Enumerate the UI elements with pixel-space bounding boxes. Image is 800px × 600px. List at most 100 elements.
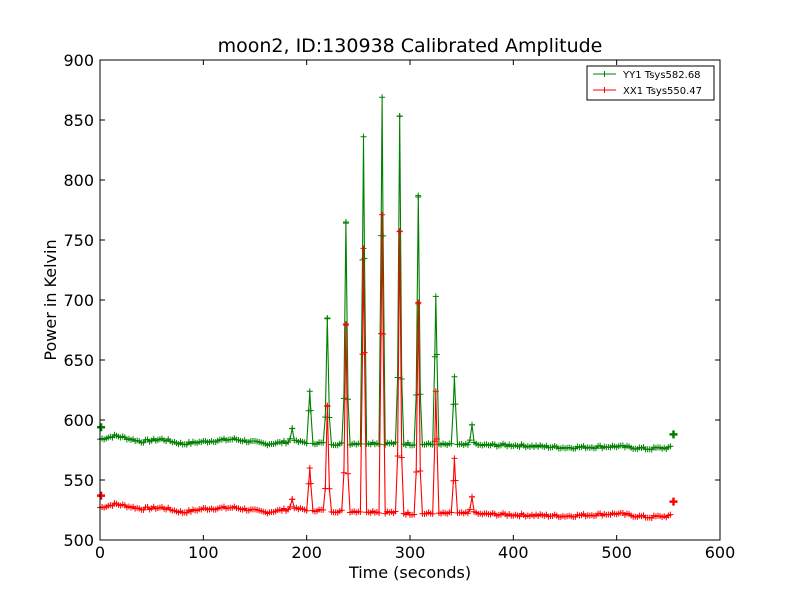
x-tick-label: 400	[498, 543, 529, 562]
series-layer	[97, 94, 678, 522]
data-point-marker	[448, 440, 455, 447]
data-point-marker	[303, 440, 310, 447]
data-point-marker	[398, 454, 405, 461]
data-point-marker	[357, 509, 364, 516]
data-point-marker	[376, 509, 382, 516]
data-point-marker	[324, 315, 331, 321]
plot-background	[100, 60, 720, 540]
data-point-marker	[287, 503, 294, 510]
ticks-layer: 0 100 200 300 400 500 600 500 550 600 650 700 750 800…	[63, 51, 735, 562]
data-point-marker	[413, 392, 420, 399]
data-point-marker	[415, 299, 422, 306]
data-point-marker	[448, 509, 455, 516]
data-point-marker	[320, 439, 327, 446]
series-1	[97, 211, 678, 522]
y-tick-label: 850	[63, 111, 94, 130]
data-point-marker	[303, 507, 310, 514]
y-tick-label: 600	[63, 411, 94, 430]
data-point-marker	[326, 485, 333, 492]
data-point-marker	[306, 465, 313, 471]
data-point-marker	[464, 510, 471, 517]
plot-area: 0 100 200 300 400 500 600 500 550 600 650 700 750 800…	[63, 51, 735, 562]
data-point-marker	[340, 395, 347, 402]
data-point-marker	[380, 232, 387, 239]
data-point-marker	[429, 510, 436, 517]
data-point-marker	[324, 402, 331, 409]
y-axis-label: Power in Kelvin	[41, 239, 60, 360]
x-tick-label: 300	[395, 543, 426, 562]
x-tick-label: 100	[188, 543, 219, 562]
data-point-marker	[411, 511, 418, 518]
data-point-marker	[379, 94, 386, 101]
data-point-marker	[306, 388, 313, 395]
legend-marker	[601, 71, 608, 77]
data-point-marker	[466, 506, 473, 513]
data-point-marker	[342, 219, 349, 225]
legend-items: YY1 Tsys582.68 XX1 Tsys550.47	[593, 70, 702, 97]
start-point-marker	[97, 423, 106, 432]
data-point-marker	[360, 245, 367, 252]
data-point-marker	[342, 321, 349, 327]
data-point-marker	[396, 228, 403, 235]
data-point-marker	[451, 455, 458, 462]
data-point-marker	[469, 493, 475, 500]
data-point-marker	[345, 396, 351, 403]
legend-entry: YY1 Tsys582.68	[593, 70, 701, 81]
y-tick-label: 650	[63, 351, 94, 370]
start-point-marker	[97, 491, 106, 500]
data-point-marker	[338, 507, 345, 514]
data-point-marker	[464, 441, 471, 448]
data-point-marker	[667, 443, 674, 450]
data-point-marker	[396, 113, 403, 120]
data-point-marker	[289, 496, 296, 503]
data-point-marker	[357, 440, 364, 447]
data-point-marker	[466, 437, 473, 444]
data-point-marker	[287, 435, 294, 442]
data-point-marker	[452, 477, 459, 484]
data-point-marker	[432, 388, 439, 395]
legend-marker	[601, 87, 608, 93]
data-point-marker	[379, 211, 386, 218]
y-tick-label: 900	[63, 51, 94, 70]
data-point-marker	[452, 401, 459, 408]
data-point-marker	[392, 508, 399, 515]
data-point-marker	[285, 439, 292, 446]
x-tick-label: 500	[601, 543, 632, 562]
legend-label: YY1 Tsys582.68	[622, 70, 701, 81]
data-point-marker	[432, 293, 439, 300]
data-point-marker	[415, 192, 422, 199]
series-0	[97, 94, 678, 453]
x-tick-label: 0	[95, 543, 105, 562]
data-point-marker	[361, 349, 368, 356]
x-tick-label: 600	[705, 543, 736, 562]
data-point-marker	[667, 511, 674, 518]
y-tick-label: 500	[63, 531, 94, 550]
data-point-marker	[413, 468, 420, 475]
x-axis-label: Time (seconds)	[348, 563, 471, 582]
data-point-marker	[394, 374, 401, 381]
y-tick-label: 750	[63, 231, 94, 250]
data-point-marker	[433, 351, 440, 358]
data-point-marker	[361, 255, 368, 262]
end-point-marker	[669, 497, 678, 506]
y-tick-label: 700	[63, 291, 94, 310]
data-point-marker	[417, 391, 424, 398]
legend-label: XX1 Tsys550.47	[623, 86, 702, 97]
data-point-marker	[307, 480, 314, 487]
x-tick-label: 200	[291, 543, 322, 562]
legend-entry: XX1 Tsys550.47	[593, 86, 702, 97]
data-point-marker	[345, 470, 351, 477]
data-point-marker	[433, 435, 440, 442]
data-point-marker	[417, 468, 424, 475]
data-point-marker	[289, 425, 296, 432]
legend-box	[586, 65, 715, 101]
end-point-marker	[669, 430, 678, 439]
y-tick-label: 550	[63, 471, 94, 490]
data-point-marker	[307, 407, 314, 414]
data-point-marker	[360, 133, 367, 140]
data-point-marker	[451, 373, 458, 380]
data-point-marker	[398, 375, 405, 382]
data-point-marker	[380, 330, 387, 337]
y-tick-label: 800	[63, 171, 94, 190]
